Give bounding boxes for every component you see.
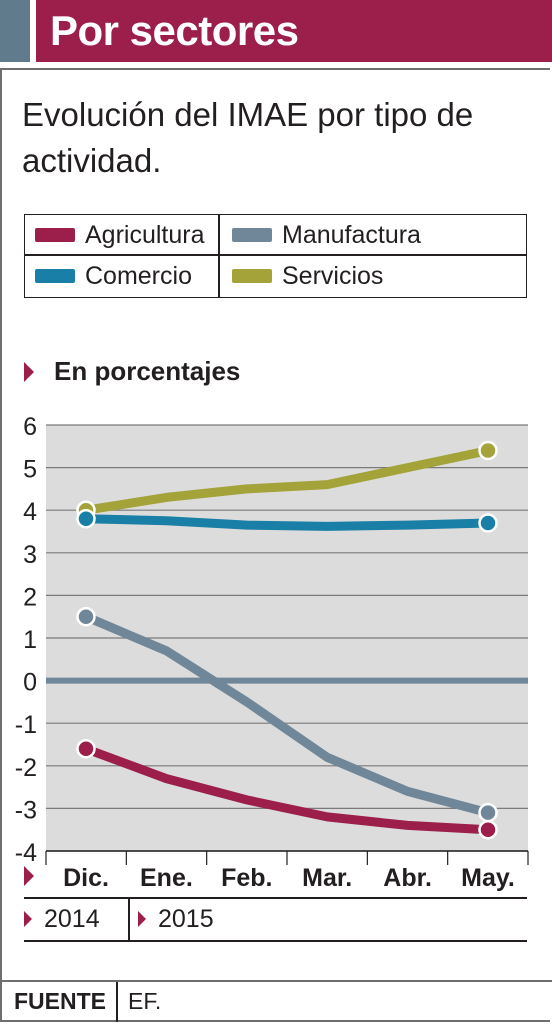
- series-line-manufactura: [81, 612, 493, 818]
- year-row: 2014 2015: [24, 897, 527, 942]
- year-row-divider: [24, 897, 527, 899]
- legend-item-manufactura: Manufactura: [232, 216, 421, 254]
- x-tick-label: Feb.: [221, 864, 272, 892]
- unit-row: En porcentajes: [24, 356, 240, 387]
- series-line-agricultura: [81, 744, 493, 835]
- triangle-marker-icon: [24, 361, 34, 382]
- data-point-manufactura: [478, 802, 498, 823]
- triangle-marker-icon: [138, 911, 146, 927]
- x-tick-label: Mar.: [302, 864, 352, 892]
- data-point-agricultura: [478, 819, 498, 840]
- year-cell-2014: 2014: [24, 903, 100, 935]
- data-point-agricultura: [76, 739, 96, 759]
- source-divider: [116, 982, 118, 1022]
- y-tick-label: -3: [15, 796, 37, 824]
- legend-label: Agricultura: [85, 220, 205, 249]
- y-tick-label: 4: [23, 498, 37, 526]
- source-value: EF.: [128, 988, 162, 1014]
- x-tick-label: Dic.: [63, 864, 109, 892]
- legend-item-servicios: Servicios: [232, 257, 383, 295]
- y-tick-label: 0: [23, 669, 37, 697]
- y-tick-label: -4: [15, 839, 37, 867]
- header: Por sectores: [0, 0, 552, 62]
- legend-swatch: [232, 269, 272, 283]
- line-chart: 6 5 4 3 2 1 0 -1 -2 -3 -4 Dic. Ene. Feb. Mar. Abr. May.: [15, 413, 529, 892]
- chart-subtitle: Evolución del IMAE por tipo de actividad…: [22, 96, 474, 179]
- header-title-box: Por sectores: [36, 0, 552, 62]
- series-line-comercio: [81, 514, 493, 531]
- x-tick-label: Abr.: [383, 864, 432, 892]
- y-tick-label: 6: [23, 413, 37, 441]
- x-tick-label: May.: [461, 864, 515, 892]
- triangle-marker-icon: [24, 866, 34, 886]
- year-label: 2015: [158, 904, 214, 933]
- year-row-divider: [24, 940, 527, 942]
- y-tick-label: -2: [15, 754, 37, 782]
- triangle-marker-icon: [24, 911, 32, 927]
- data-point-comercio: [76, 508, 96, 529]
- source-label: FUENTE: [14, 988, 106, 1014]
- data-point-servicios: [478, 440, 498, 461]
- legend-swatch: [232, 228, 272, 242]
- legend-label: Comercio: [85, 261, 192, 290]
- legend-item-agricultura: Agricultura: [35, 216, 205, 254]
- x-tick-label: Ene.: [140, 864, 193, 892]
- year-label: 2014: [44, 904, 100, 933]
- y-tick-label: 5: [23, 456, 37, 484]
- legend-divider: [25, 254, 526, 256]
- header-accent-bar: [0, 0, 30, 62]
- series-line-servicios: [81, 446, 493, 515]
- content-frame: [0, 68, 550, 1022]
- year-cell-2015: 2015: [138, 903, 214, 935]
- page-title: Por sectores: [50, 7, 299, 54]
- data-point-comercio: [478, 513, 498, 533]
- legend: Agricultura Manufactura Comercio Servici…: [24, 214, 527, 298]
- source-row: FUENTE EF.: [2, 980, 552, 1022]
- legend-swatch: [35, 228, 75, 242]
- unit-label: En porcentajes: [54, 356, 241, 386]
- year-row-divider: [128, 897, 130, 941]
- legend-label: Servicios: [282, 261, 384, 290]
- y-tick-label: 3: [23, 541, 37, 569]
- legend-label: Manufactura: [282, 220, 421, 249]
- data-point-manufactura: [76, 606, 96, 627]
- y-tick-label: -1: [15, 711, 37, 739]
- y-tick-label: 1: [23, 626, 37, 654]
- legend-divider: [218, 215, 220, 297]
- legend-swatch: [35, 269, 75, 283]
- legend-item-comercio: Comercio: [35, 257, 192, 295]
- y-tick-label: 2: [23, 583, 37, 611]
